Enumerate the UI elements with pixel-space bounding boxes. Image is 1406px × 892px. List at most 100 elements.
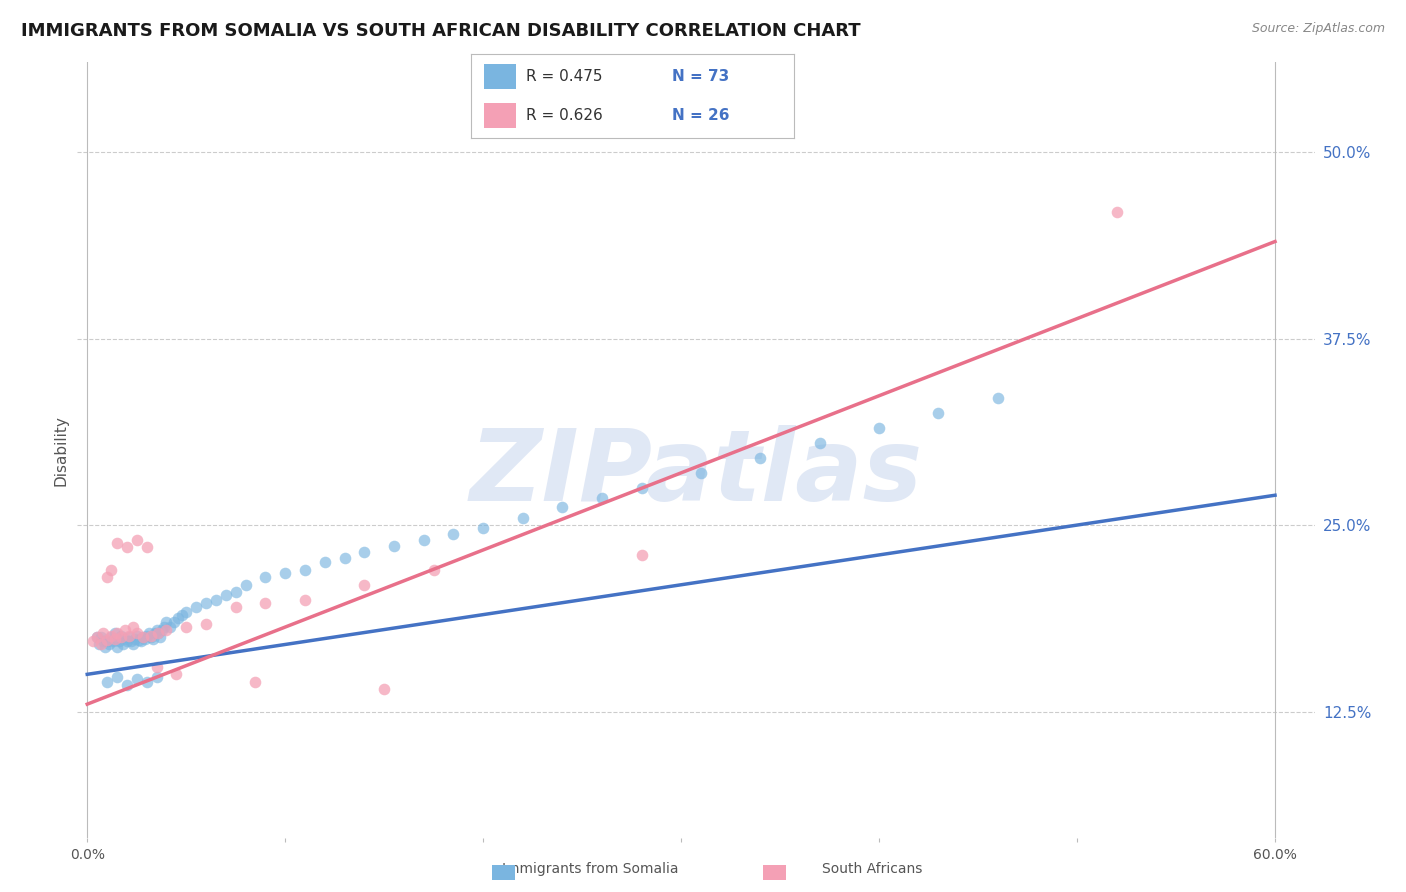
Point <box>868 421 890 435</box>
Point <box>184 600 207 615</box>
Bar <box>484 103 516 128</box>
Point <box>149 630 172 644</box>
Point <box>472 521 495 535</box>
Point <box>353 545 375 559</box>
Point <box>138 625 160 640</box>
Point <box>125 672 148 686</box>
Point <box>139 630 162 644</box>
Point <box>139 628 162 642</box>
Point <box>98 637 121 651</box>
Point <box>105 625 128 640</box>
Point <box>131 630 153 644</box>
Point <box>159 619 181 633</box>
Point <box>100 628 122 642</box>
Point <box>382 539 405 553</box>
Point <box>125 533 148 547</box>
Point <box>118 628 141 642</box>
Point <box>225 585 247 599</box>
Point <box>100 563 122 577</box>
Point <box>195 596 218 610</box>
Point <box>294 563 316 577</box>
Point <box>94 640 117 655</box>
Point <box>118 630 141 644</box>
Text: N = 73: N = 73 <box>672 69 728 84</box>
Point <box>174 605 197 619</box>
Point <box>174 619 197 633</box>
Point <box>101 634 124 648</box>
Point <box>145 660 167 674</box>
Point <box>142 632 165 646</box>
Point <box>128 632 150 647</box>
Point <box>254 596 277 610</box>
Text: South Africans: South Africans <box>821 862 922 876</box>
Point <box>314 555 336 569</box>
Point <box>86 630 108 644</box>
Point <box>135 674 157 689</box>
Point <box>274 566 297 580</box>
Point <box>987 391 1010 405</box>
Point <box>90 630 112 644</box>
Point <box>333 550 356 565</box>
Point <box>153 619 176 633</box>
Point <box>165 667 187 681</box>
Point <box>630 481 652 495</box>
Point <box>124 632 146 646</box>
Point <box>96 674 118 689</box>
Point <box>235 578 257 592</box>
Point <box>155 623 177 637</box>
Point <box>82 634 104 648</box>
Point <box>215 588 238 602</box>
Text: Immigrants from Somalia: Immigrants from Somalia <box>502 862 679 876</box>
Point <box>110 628 132 642</box>
Point <box>90 637 112 651</box>
Point <box>96 634 118 648</box>
Point <box>100 630 122 644</box>
Bar <box>484 63 516 89</box>
Point <box>412 533 434 547</box>
Point <box>96 570 118 584</box>
Point <box>422 563 444 577</box>
Point <box>148 625 170 640</box>
Text: R = 0.626: R = 0.626 <box>526 108 603 123</box>
Point <box>155 615 177 629</box>
Point <box>205 592 228 607</box>
Point <box>152 623 174 637</box>
Text: IMMIGRANTS FROM SOMALIA VS SOUTH AFRICAN DISABILITY CORRELATION CHART: IMMIGRANTS FROM SOMALIA VS SOUTH AFRICAN… <box>21 22 860 40</box>
Point <box>131 630 153 644</box>
Point <box>86 630 108 644</box>
Text: N = 26: N = 26 <box>672 108 728 123</box>
Point <box>105 670 128 684</box>
Point <box>143 625 166 640</box>
Point <box>96 632 118 647</box>
Point <box>135 541 157 555</box>
Point <box>121 619 143 633</box>
Point <box>163 615 186 629</box>
Point <box>373 682 395 697</box>
Point <box>134 632 156 646</box>
Point <box>120 634 142 648</box>
Point <box>195 616 218 631</box>
Point <box>121 637 143 651</box>
Point <box>125 628 148 642</box>
Point <box>690 466 713 480</box>
Point <box>114 632 136 646</box>
Point <box>551 500 574 515</box>
Point <box>115 541 138 555</box>
Point <box>115 634 138 648</box>
Text: R = 0.475: R = 0.475 <box>526 69 603 84</box>
Text: Source: ZipAtlas.com: Source: ZipAtlas.com <box>1251 22 1385 36</box>
Point <box>167 610 190 624</box>
Point <box>111 637 134 651</box>
Point <box>104 625 127 640</box>
Point <box>225 600 247 615</box>
Point <box>114 623 136 637</box>
Point <box>145 670 167 684</box>
Point <box>129 634 152 648</box>
Text: ZIPatlas: ZIPatlas <box>470 425 922 522</box>
Point <box>927 406 949 420</box>
Point <box>148 625 170 640</box>
Point <box>125 625 148 640</box>
Point <box>104 632 127 646</box>
Point <box>108 634 131 648</box>
Point <box>105 640 128 655</box>
